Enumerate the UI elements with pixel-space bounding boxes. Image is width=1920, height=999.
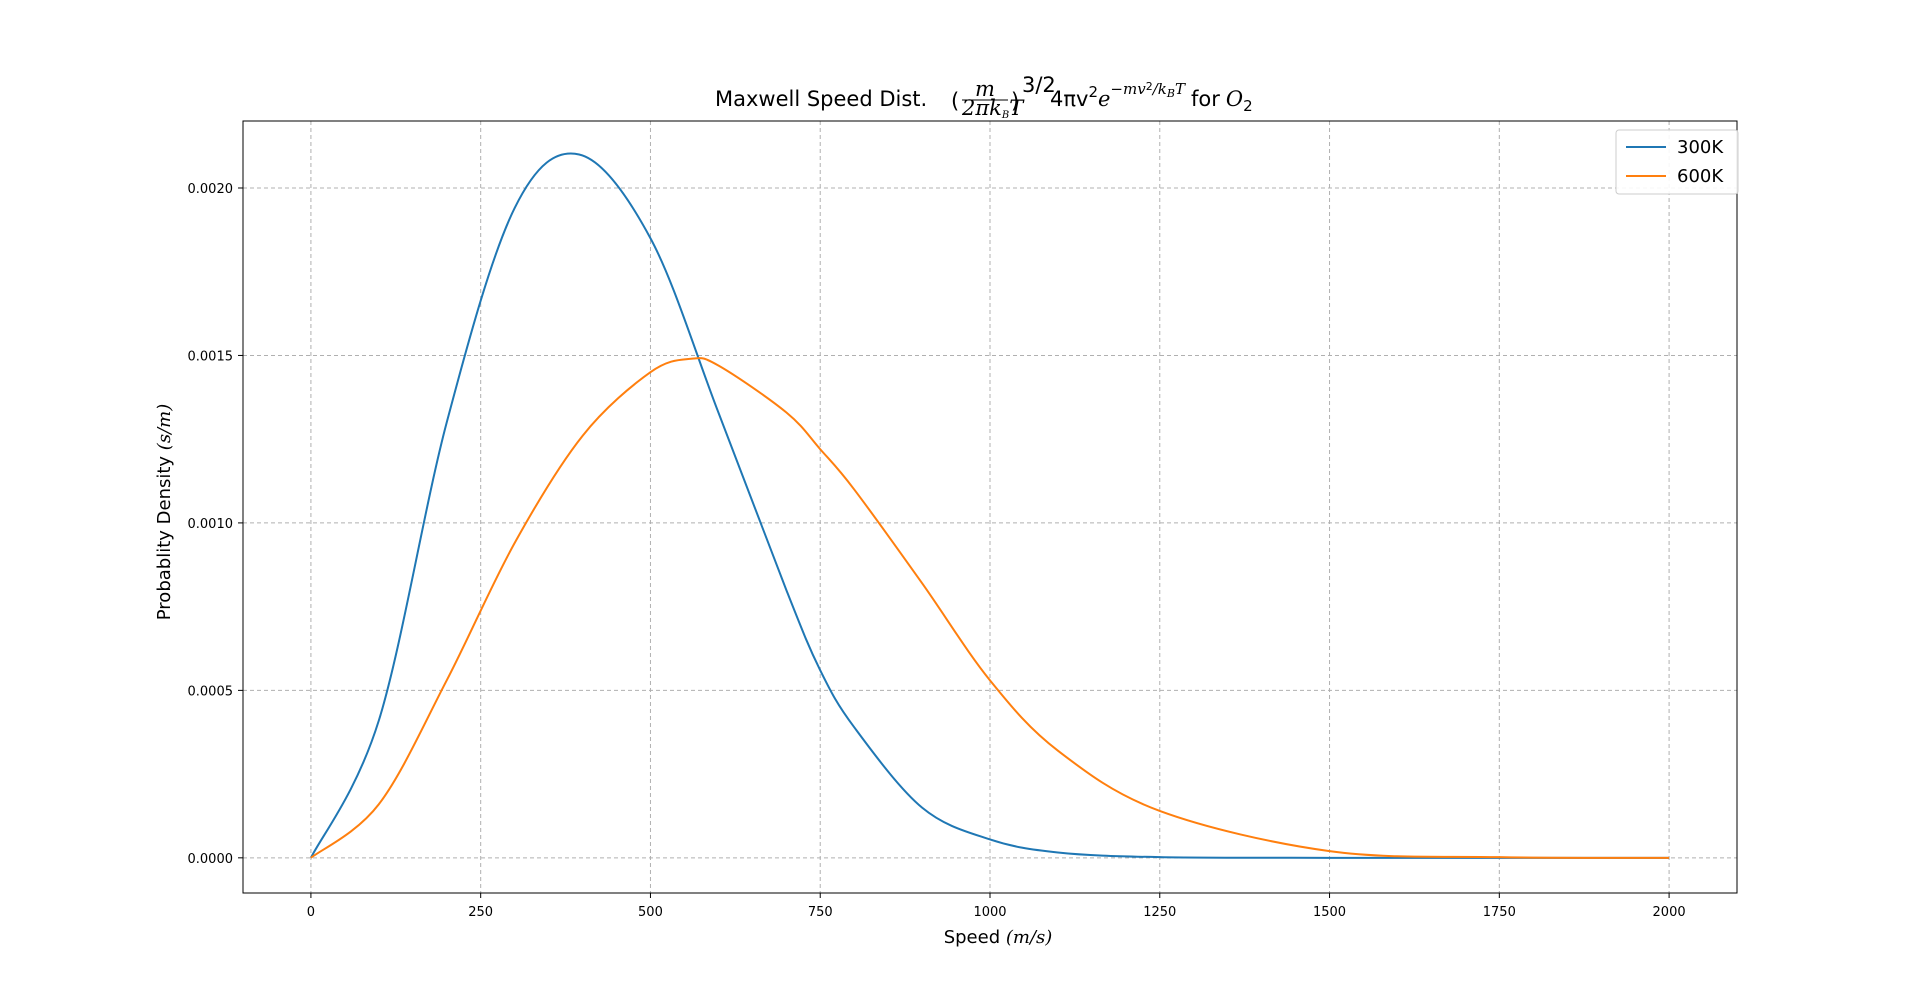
x-tick-label: 750 [808,905,833,920]
x-tick-label: 1750 [1483,905,1516,920]
title-body-sup: 2 [1088,83,1098,101]
title-frac-den-main: 2πk [961,96,1002,120]
y-tick-label: 0.0015 [188,349,234,364]
title-frac-den-sub: B [1001,110,1009,121]
title-close-paren: ) [1011,89,1019,113]
title-outer-exponent: 3/2 [1022,73,1056,97]
x-tick-label: 2000 [1653,905,1686,920]
y-axis-label: Probablity Density (s/m) [154,404,175,620]
title-frac-denominator: 2πkBT [961,96,1025,121]
title-exp-slash: /k [1151,80,1167,98]
y-tick-label: 0.0020 [188,182,234,197]
y-axis-label-unit: (s/m) [154,404,175,450]
title-open-paren: ( [951,89,959,113]
title-body-main: 4πv [1050,87,1088,111]
x-tick-label: 1500 [1313,905,1346,920]
chart-title: Maxwell Speed Dist. ( m 2πkBT ) 3/2 4πv2… [715,73,1253,121]
x-tick-label: 500 [638,905,663,920]
title-e: e [1098,87,1110,111]
y-tick-label: 0.0005 [188,684,234,699]
legend-label-600K: 600K [1677,166,1724,187]
x-axis-label: Speed (m/s) [944,927,1053,948]
x-tick-label: 1000 [973,905,1006,920]
y-tick-label: 0.0000 [188,852,234,867]
series-layer [310,152,1670,859]
title-molecule-sub: 2 [1243,97,1253,115]
title-body: 4πv2e−mv2/kBT for O2 [1050,80,1253,115]
x-axis-label-unit: (m/s) [1006,927,1052,948]
title-for: for [1191,87,1220,111]
grid-layer [243,121,1737,893]
title-frac-numerator: m [975,77,995,101]
title-exp-sub: B [1166,87,1175,100]
x-axis-label-text: Speed [944,927,1000,948]
x-tick-label: 250 [468,905,493,920]
x-tick-label: 1250 [1143,905,1176,920]
title-prefix: Maxwell Speed Dist. [715,87,927,111]
title-frac-den-tail: T [1009,96,1025,120]
tick-layer: 0 250 500 750 1000 1250 1500 1750 2000 0.0000 0.00… [188,182,1686,920]
x-tick-label: 0 [307,905,315,920]
title-exp-T: T [1175,80,1186,98]
title-exp-sq: 2 [1146,80,1153,93]
series-line-600K [310,357,1670,859]
y-tick-label: 0.0010 [188,517,234,532]
legend-label-300K: 300K [1677,137,1724,158]
title-exp-main: −mv [1110,80,1146,98]
title-molecule: O [1226,87,1243,111]
series-line-300K [310,152,1670,859]
legend: 300K 600K [1615,129,1739,195]
y-axis-label-text: Probablity Density [154,456,175,621]
